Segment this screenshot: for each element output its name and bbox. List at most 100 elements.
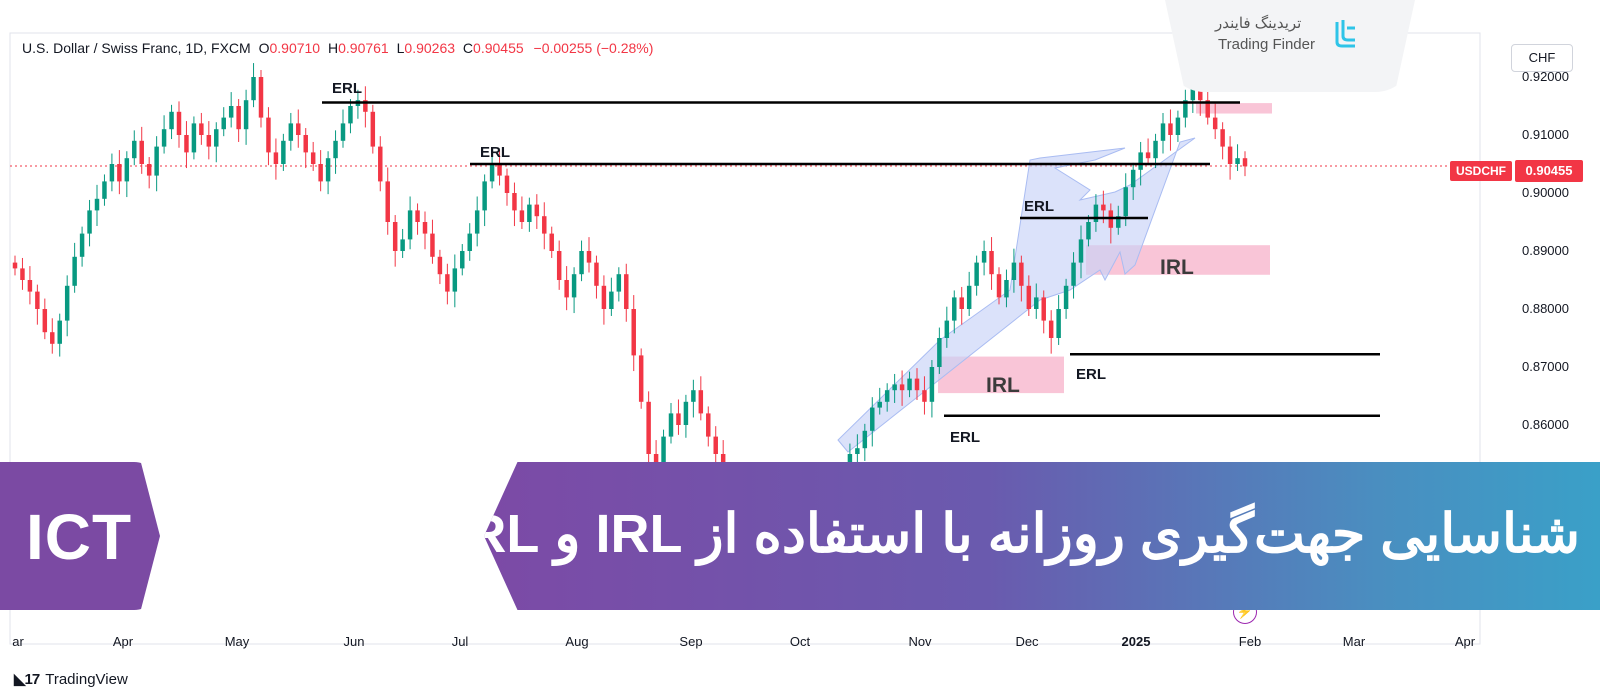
- candle: [340, 109, 346, 148]
- time-tick-label: Feb: [1238, 634, 1262, 649]
- price-tick-label: 0.88000: [1522, 301, 1569, 316]
- erl-label-4: ERL: [1076, 366, 1106, 383]
- candle: [109, 153, 115, 192]
- time-tick-label: Aug: [565, 634, 589, 649]
- candle: [1160, 112, 1166, 154]
- time-tick-label: Dec: [1015, 634, 1039, 649]
- candle: [12, 255, 18, 276]
- erl-label-2: ERL: [480, 144, 510, 161]
- candle: [1130, 162, 1136, 200]
- candle: [1153, 133, 1158, 169]
- time-tick-label: 2025: [1121, 634, 1151, 649]
- candle: [117, 150, 122, 195]
- candle: [1071, 252, 1076, 299]
- candle: [1220, 122, 1225, 160]
- candle: [683, 394, 689, 438]
- candle: [124, 151, 130, 198]
- trading-finder-logo-icon: [1335, 20, 1355, 48]
- candle: [146, 157, 152, 189]
- candle: [1242, 151, 1248, 177]
- candle: [445, 263, 450, 305]
- chart-legend: U.S. Dollar / Swiss Franc, 1D, FXCM O0.9…: [22, 40, 653, 56]
- candle: [258, 70, 264, 128]
- candle: [601, 275, 607, 325]
- candle: [303, 128, 308, 169]
- candle: [266, 107, 271, 166]
- candle: [624, 263, 629, 322]
- candle: [102, 174, 107, 206]
- candle: [184, 121, 189, 169]
- candle: [281, 133, 286, 171]
- erl-label-1: ERL: [332, 80, 362, 97]
- candle: [132, 130, 137, 166]
- candle: [489, 153, 495, 189]
- candle: [1116, 205, 1121, 235]
- legend-low-key: L: [396, 40, 405, 56]
- candle: [1235, 144, 1240, 171]
- time-tick-label: Jul: [451, 634, 469, 649]
- time-tick-label: Nov: [908, 634, 932, 649]
- price-tick-label: 0.92000: [1522, 69, 1569, 84]
- candle: [273, 138, 279, 180]
- candle: [474, 196, 480, 247]
- price-tick-label: 0.91000: [1522, 127, 1569, 142]
- title-banner-text: شناسایی جهت‌گیری روزانه با استفاده از IR…: [431, 504, 1580, 564]
- candle: [944, 306, 950, 348]
- last-price-tag: 0.90455: [1515, 160, 1583, 182]
- candle: [1145, 138, 1151, 166]
- price-tick-label: 0.90000: [1522, 185, 1569, 200]
- legend-low: 0.90263: [404, 40, 456, 56]
- legend-high-key: H: [327, 40, 339, 56]
- price-tick-label: 0.86000: [1522, 417, 1569, 432]
- candle: [691, 379, 696, 418]
- candle: [20, 257, 25, 290]
- candle: [504, 168, 510, 206]
- candle: [527, 197, 532, 232]
- candle: [385, 167, 390, 235]
- time-tick-label: Sep: [679, 634, 703, 649]
- candle: [236, 99, 241, 142]
- candle: [1034, 283, 1039, 319]
- candle: [981, 240, 987, 276]
- irl-label-1: IRL: [986, 374, 1020, 397]
- candle: [922, 376, 927, 415]
- candle: [452, 254, 458, 308]
- candle: [609, 277, 614, 316]
- candle: [1212, 103, 1218, 140]
- candle: [914, 368, 920, 401]
- candle: [348, 99, 353, 134]
- candle: [713, 426, 718, 467]
- candle: [430, 219, 435, 264]
- candle: [966, 271, 972, 316]
- candle: [862, 423, 868, 461]
- candle: [855, 434, 860, 464]
- tradingview-text: TradingView: [45, 670, 128, 688]
- title-banner: شناسایی جهت‌گیری روزانه با استفاده از IR…: [484, 462, 1600, 610]
- candle: [616, 267, 622, 302]
- legend-close: 0.90455: [473, 40, 524, 56]
- erl-label-5: ERL: [950, 429, 980, 446]
- candle: [1086, 215, 1091, 247]
- legend-close-key: C: [462, 40, 474, 56]
- candle: [1175, 110, 1181, 142]
- candle: [1063, 278, 1069, 319]
- candle: [296, 109, 301, 148]
- candle: [884, 383, 890, 412]
- candle: [392, 215, 398, 267]
- candle: [415, 203, 420, 235]
- currency-button[interactable]: CHF: [1511, 44, 1573, 72]
- brand-panel: [1165, 0, 1415, 92]
- candle: [1056, 295, 1061, 345]
- time-tick-label: May: [224, 634, 250, 649]
- candle: [996, 267, 1002, 305]
- tradingview-logo[interactable]: ◣17 TradingView: [14, 670, 128, 689]
- candle: [1093, 194, 1099, 232]
- legend-open-key: O: [258, 40, 270, 56]
- candle: [288, 112, 294, 151]
- candle: [370, 104, 376, 154]
- candle: [668, 402, 674, 444]
- candle: [1019, 255, 1024, 302]
- candle: [363, 86, 368, 128]
- time-tick-label: Oct: [789, 634, 811, 649]
- candle: [892, 373, 897, 403]
